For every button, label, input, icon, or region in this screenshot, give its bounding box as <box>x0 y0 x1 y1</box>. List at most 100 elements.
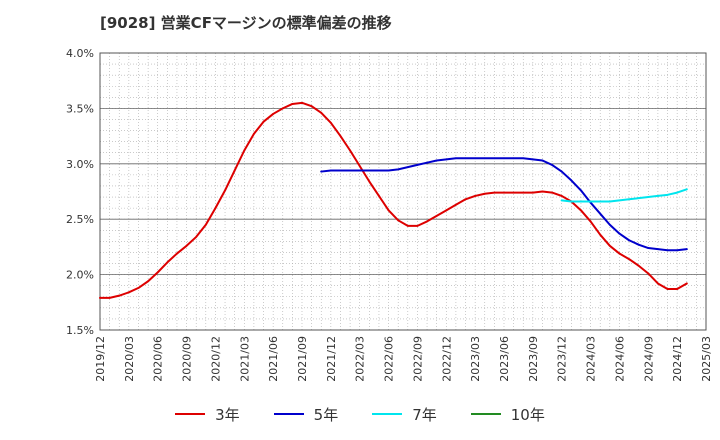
y-tick-label: 2.0% <box>66 269 94 282</box>
data-point <box>483 157 486 160</box>
legend-swatch <box>372 413 403 415</box>
data-point <box>445 158 448 161</box>
x-tick-label: 2024/12 <box>671 336 684 382</box>
data-point <box>483 192 486 195</box>
data-point <box>406 224 409 227</box>
data-point <box>628 258 630 260</box>
data-point <box>147 280 149 283</box>
x-tick-label: 2019/12 <box>94 336 107 382</box>
data-point <box>560 199 563 202</box>
data-point <box>666 288 669 290</box>
data-point <box>224 189 226 192</box>
data-point <box>647 272 650 275</box>
legend: 3年 5年 7年 10年 <box>0 396 720 432</box>
y-tick-label: 1.5% <box>66 324 94 337</box>
legend-item: 5年 <box>273 404 338 425</box>
legend-swatch <box>175 413 206 415</box>
data-point <box>253 132 255 135</box>
data-point <box>618 232 621 235</box>
legend-label: 7年 <box>412 405 437 424</box>
data-point <box>358 165 361 167</box>
data-point <box>541 159 544 162</box>
data-point <box>657 282 659 285</box>
x-tick-label: 2020/12 <box>209 336 222 382</box>
data-point <box>522 191 525 194</box>
plot-area <box>99 52 707 331</box>
data-point <box>599 212 602 215</box>
data-point <box>435 214 438 217</box>
x-tick-label: 2023/03 <box>469 336 482 382</box>
data-point <box>329 121 332 124</box>
data-point <box>580 189 582 192</box>
data-point <box>349 169 351 172</box>
x-tick-label: 2023/09 <box>527 336 540 382</box>
data-point <box>99 296 101 299</box>
y-axis-tick-labels: 1.5% 2.0% 2.5% 3.0% 3.5% 4.0% <box>66 47 94 337</box>
data-point <box>503 157 505 160</box>
data-point <box>666 193 669 196</box>
data-point <box>233 169 236 172</box>
data-point <box>329 169 332 172</box>
data-point <box>464 157 467 160</box>
data-point <box>647 196 650 198</box>
data-point <box>272 113 275 115</box>
data-point <box>570 200 573 203</box>
x-tick-label: 2022/09 <box>411 336 424 382</box>
data-point <box>628 239 630 242</box>
grid-lines <box>99 52 707 331</box>
data-point <box>262 120 265 123</box>
data-point <box>320 111 323 114</box>
y-tick-label: 4.0% <box>66 47 94 60</box>
data-point <box>503 191 505 194</box>
data-point <box>127 291 130 294</box>
data-point <box>358 169 361 172</box>
data-point <box>657 248 659 251</box>
x-tick-label: 2022/12 <box>440 336 453 382</box>
data-point <box>599 233 602 236</box>
data-point <box>281 107 284 110</box>
x-tick-label: 2020/03 <box>123 336 136 382</box>
data-point <box>310 105 313 108</box>
data-point <box>676 249 679 252</box>
data-point <box>685 248 688 251</box>
data-point <box>512 191 515 194</box>
y-tick-label: 3.0% <box>66 158 94 171</box>
data-point <box>464 198 467 201</box>
data-point <box>551 164 553 166</box>
data-point <box>416 224 419 227</box>
data-point <box>387 209 390 212</box>
data-point <box>589 200 592 203</box>
x-tick-label: 2025/03 <box>700 336 713 382</box>
x-tick-label: 2021/09 <box>296 336 309 382</box>
data-point <box>531 158 534 161</box>
data-point <box>435 159 438 162</box>
y-tick-label: 3.5% <box>66 102 94 115</box>
legend-swatch <box>470 413 501 415</box>
series-lines <box>99 101 688 299</box>
data-point <box>108 296 111 299</box>
data-point <box>137 286 140 289</box>
data-point <box>397 168 400 171</box>
data-point <box>320 170 323 173</box>
x-tick-label: 2023/12 <box>556 336 569 382</box>
data-point <box>195 236 198 238</box>
data-point <box>339 135 342 138</box>
data-point <box>685 282 688 285</box>
data-point <box>387 169 390 172</box>
data-point <box>608 200 611 203</box>
data-point <box>493 157 496 160</box>
data-point <box>580 200 582 203</box>
data-point <box>416 164 419 166</box>
data-point <box>378 195 380 197</box>
data-point <box>531 191 534 194</box>
data-point <box>368 180 371 183</box>
data-point <box>349 149 351 152</box>
x-tick-label: 2021/06 <box>267 336 280 382</box>
chart-title: [9028] 営業CFマージンの標準偏差の推移 <box>100 14 392 32</box>
legend-item: 3年 <box>175 404 240 425</box>
data-point <box>637 264 640 267</box>
data-point <box>608 244 611 247</box>
data-point <box>637 197 640 200</box>
data-point <box>580 209 582 212</box>
data-point <box>378 169 380 172</box>
